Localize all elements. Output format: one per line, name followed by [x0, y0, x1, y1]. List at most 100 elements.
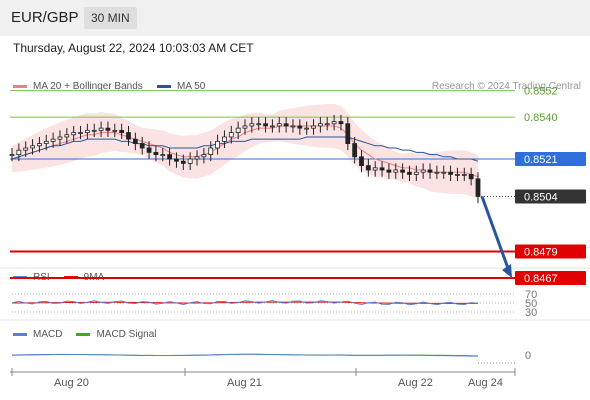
legend-macd: MACD MACD Signal: [13, 329, 156, 340]
candle: [43, 134, 49, 151]
candle: [242, 119, 248, 135]
candle: [263, 117, 268, 133]
candle: [400, 163, 406, 179]
candle-body: [276, 123, 282, 127]
candle-body: [359, 156, 364, 167]
candle: [201, 147, 207, 164]
candle-body: [105, 127, 111, 131]
candle-body: [146, 147, 152, 153]
candle-body: [98, 127, 104, 131]
level-label: 0.8504: [524, 191, 558, 203]
candle: [187, 152, 193, 171]
candle: [174, 152, 179, 168]
forecast-arrow: [480, 195, 511, 272]
candle: [16, 143, 22, 162]
ma20-legend-label: MA 20 + Bollinger Bands: [33, 81, 143, 92]
rsi-tick-label: 30: [525, 307, 537, 319]
candle-body: [468, 174, 474, 180]
candle-body: [338, 121, 344, 125]
candle-body: [304, 127, 310, 130]
level-label-box: [515, 244, 586, 259]
candle-body: [413, 171, 419, 175]
top-bar: EUR/GBP 30 MIN: [0, 0, 590, 36]
candle-body: [174, 158, 179, 162]
candle-body: [297, 125, 303, 129]
candle: [160, 147, 166, 162]
x-label-aug22: Aug 22: [398, 377, 433, 389]
legend-ma-bollinger: MA 20 + Bollinger Bands: [13, 81, 143, 92]
candle: [180, 154, 186, 171]
candle: [64, 128, 70, 144]
x-label-aug21: Aug 21: [227, 377, 262, 389]
candle-body: [427, 169, 433, 173]
candle-body: [270, 125, 275, 128]
candle: [91, 123, 97, 137]
pair-title: EUR/GBP: [11, 9, 79, 26]
candle-body: [434, 171, 440, 174]
candle-body: [407, 171, 412, 175]
macd-line: [11, 353, 479, 357]
candle: [434, 165, 440, 179]
candle-body: [379, 167, 385, 171]
level-label: 0.8467: [524, 273, 558, 285]
candle: [57, 130, 63, 146]
candle: [222, 130, 227, 148]
candle-body: [331, 121, 337, 125]
rsi-tick-label: 70: [525, 289, 537, 301]
candle-body: [324, 123, 330, 126]
candle-body: [112, 129, 118, 132]
candle: [215, 134, 220, 155]
candle-body: [78, 132, 83, 134]
candle-body: [256, 123, 262, 126]
candle: [276, 117, 282, 133]
candle: [249, 117, 255, 133]
macd-tick-label: 0: [525, 350, 531, 362]
ma50-legend-label: MA 50: [177, 81, 206, 92]
candle-body: [57, 136, 63, 140]
candle: [475, 172, 481, 204]
macd-signal-legend-label: MACD Signal: [96, 329, 157, 340]
ma50-line: [11, 136, 479, 162]
candle: [208, 141, 214, 162]
rsi-tick-label: 50: [525, 298, 537, 310]
candle-body: [194, 156, 200, 160]
candle: [393, 163, 399, 179]
candle: [352, 136, 358, 164]
level-label: 0.8479: [524, 247, 558, 259]
level-label: 0.8540: [524, 112, 558, 124]
candle: [365, 159, 371, 177]
candle: [270, 119, 275, 133]
candle-body: [441, 171, 447, 174]
candle-body: [448, 171, 453, 175]
candle-body: [180, 160, 186, 164]
x-label-aug24: Aug 24: [468, 377, 503, 389]
candle-body: [132, 138, 138, 144]
candle-body: [119, 129, 125, 133]
candle: [23, 141, 29, 157]
timeframe-button[interactable]: 30 MIN: [84, 7, 137, 29]
candle-body: [263, 123, 268, 127]
candle: [324, 117, 330, 131]
candle: [359, 150, 364, 173]
candle-body: [187, 158, 193, 164]
candle: [290, 119, 296, 133]
candle-body: [228, 132, 234, 138]
candle: [297, 119, 303, 135]
candle-body: [126, 132, 131, 140]
candle-body: [215, 140, 220, 149]
macd-signal-swatch: [76, 333, 91, 336]
candle-body: [167, 154, 173, 160]
candle: [420, 163, 426, 179]
credit-text: Research © 2024 Trading Central: [431, 81, 581, 92]
rsi-ma-line: [11, 301, 479, 304]
candle: [256, 117, 262, 131]
candle-body: [242, 125, 248, 129]
candle: [146, 141, 152, 159]
candle-body: [283, 123, 289, 127]
forecast-arrowhead: [502, 264, 512, 278]
ma50-swatch: [157, 85, 171, 88]
candle: [153, 145, 159, 162]
candle: [167, 147, 173, 166]
datetime-label: Thursday, August 22, 2024 10:03:03 AM CE…: [13, 41, 254, 55]
level-label: 0.8521: [524, 154, 558, 166]
